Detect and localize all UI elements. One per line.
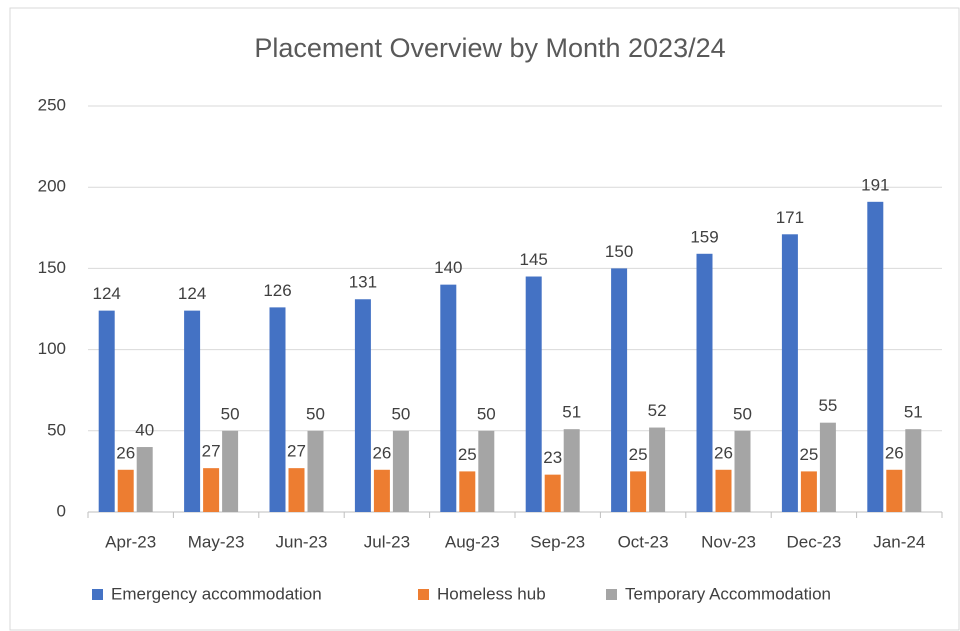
bar xyxy=(781,234,798,512)
bar xyxy=(184,310,201,512)
legend-swatch xyxy=(418,589,429,600)
value-label: 140 xyxy=(434,258,462,277)
chart-frame xyxy=(9,7,960,631)
value-label: 26 xyxy=(372,443,391,462)
value-label: 50 xyxy=(733,404,752,423)
value-label: 191 xyxy=(861,175,889,194)
bar xyxy=(478,430,495,512)
x-tick-label: Aug-23 xyxy=(445,532,500,551)
bar xyxy=(440,284,457,512)
legend-label: Temporary Accommodation xyxy=(625,584,831,603)
bar xyxy=(905,429,922,512)
bar xyxy=(886,469,903,512)
bar xyxy=(222,430,239,512)
value-label: 150 xyxy=(605,242,633,261)
legend-label: Emergency accommodation xyxy=(111,584,322,603)
bar xyxy=(373,469,390,512)
value-label: 27 xyxy=(202,442,221,461)
value-label: 26 xyxy=(885,443,904,462)
value-label: 159 xyxy=(690,227,718,246)
value-label: 26 xyxy=(714,443,733,462)
y-tick-label: 150 xyxy=(38,258,66,277)
bar xyxy=(867,201,884,513)
bar xyxy=(525,276,542,512)
bar xyxy=(307,430,324,512)
bar xyxy=(544,474,561,512)
x-tick-label: Jan-24 xyxy=(873,532,925,551)
bar xyxy=(649,427,666,512)
bar xyxy=(630,471,647,512)
y-tick-label: 250 xyxy=(38,95,66,114)
bar xyxy=(269,307,286,512)
value-label: 171 xyxy=(776,208,804,227)
bar xyxy=(819,422,836,512)
value-label: 50 xyxy=(306,404,325,423)
value-label: 55 xyxy=(818,396,837,415)
bar xyxy=(354,299,371,512)
value-label: 50 xyxy=(221,404,240,423)
bar xyxy=(715,469,732,512)
value-label: 51 xyxy=(562,403,581,422)
x-tick-label: May-23 xyxy=(188,532,245,551)
y-tick-label: 200 xyxy=(38,177,66,196)
bar xyxy=(800,471,817,512)
y-tick-label: 0 xyxy=(57,501,66,520)
bar xyxy=(696,253,713,512)
value-label: 23 xyxy=(543,448,562,467)
value-label: 131 xyxy=(349,273,377,292)
legend-swatch xyxy=(606,589,617,600)
value-label: 27 xyxy=(287,442,306,461)
x-tick-label: Sep-23 xyxy=(530,532,585,551)
bar xyxy=(563,429,580,512)
value-label: 25 xyxy=(629,445,648,464)
legend-label: Homeless hub xyxy=(437,584,546,603)
y-tick-label: 100 xyxy=(38,339,66,358)
x-tick-label: Jun-23 xyxy=(276,532,328,551)
bar xyxy=(136,447,153,512)
value-label: 25 xyxy=(458,445,477,464)
value-label: 50 xyxy=(477,404,496,423)
value-label: 145 xyxy=(520,250,548,269)
value-label: 25 xyxy=(799,445,818,464)
value-label: 26 xyxy=(116,443,135,462)
bar xyxy=(392,430,409,512)
bar xyxy=(611,268,628,512)
value-label: 50 xyxy=(391,404,410,423)
value-label: 51 xyxy=(904,403,923,422)
bar xyxy=(117,469,134,512)
chart-title: Placement Overview by Month 2023/24 xyxy=(254,33,725,63)
value-label: 124 xyxy=(93,284,121,303)
bar xyxy=(98,310,115,512)
value-label: 40 xyxy=(135,421,154,440)
y-tick-label: 50 xyxy=(47,420,66,439)
value-label: 126 xyxy=(263,281,291,300)
bar xyxy=(203,468,220,512)
x-tick-label: Nov-23 xyxy=(701,532,756,551)
x-tick-label: Apr-23 xyxy=(105,532,156,551)
bar xyxy=(459,471,476,512)
value-label: 52 xyxy=(648,401,667,420)
x-tick-label: Jul-23 xyxy=(364,532,410,551)
legend-swatch xyxy=(92,589,103,600)
bar xyxy=(734,430,751,512)
value-label: 124 xyxy=(178,284,206,303)
x-tick-label: Oct-23 xyxy=(618,532,669,551)
x-tick-label: Dec-23 xyxy=(786,532,841,551)
bar xyxy=(288,468,305,512)
